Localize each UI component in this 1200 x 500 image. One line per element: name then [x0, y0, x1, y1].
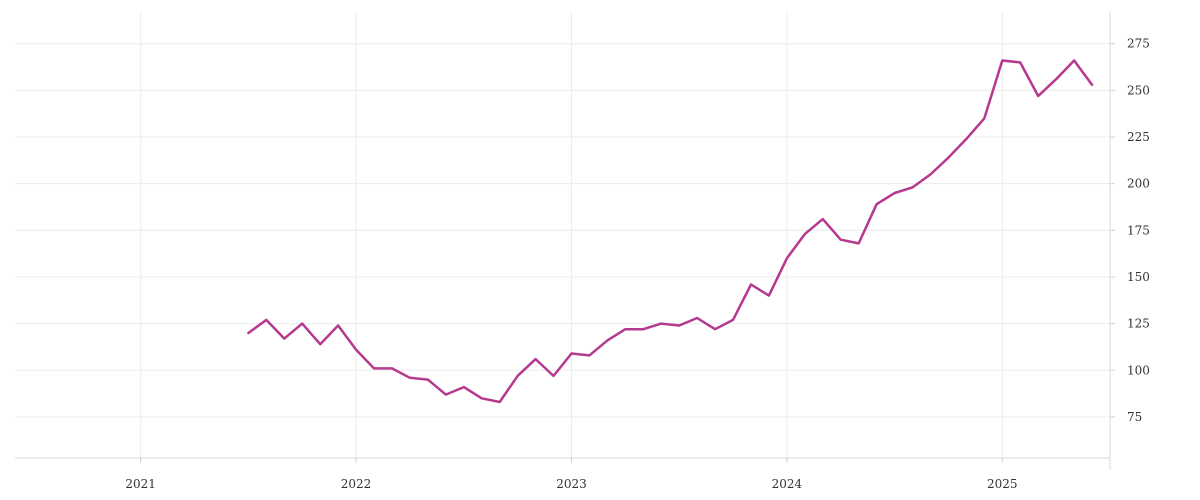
x-tick-label: 2024 [772, 477, 803, 491]
y-tick-label: 75 [1127, 410, 1142, 424]
y-tick-label: 150 [1127, 270, 1150, 284]
x-tick-label: 2025 [987, 477, 1018, 491]
series-layer [247, 59, 1094, 404]
x-tick-label: 2022 [341, 477, 372, 491]
x-tick-label: 2023 [556, 477, 587, 491]
y-tick-label: 200 [1127, 177, 1150, 191]
x-axis: 2021 2022 2023 2024 2025 [125, 458, 1018, 491]
grid [15, 12, 1110, 458]
y-tick-label: 175 [1127, 223, 1150, 237]
y-tick-label: 250 [1127, 83, 1150, 97]
y-axis: 75 100 125 150 175 200 225 250 275 [1110, 37, 1150, 424]
series-line [247, 59, 1094, 404]
y-tick-label: 100 [1127, 363, 1150, 377]
y-tick-label: 275 [1127, 37, 1150, 51]
x-tick-label: 2021 [125, 477, 156, 491]
y-tick-label: 225 [1127, 130, 1150, 144]
y-tick-label: 125 [1127, 317, 1150, 331]
